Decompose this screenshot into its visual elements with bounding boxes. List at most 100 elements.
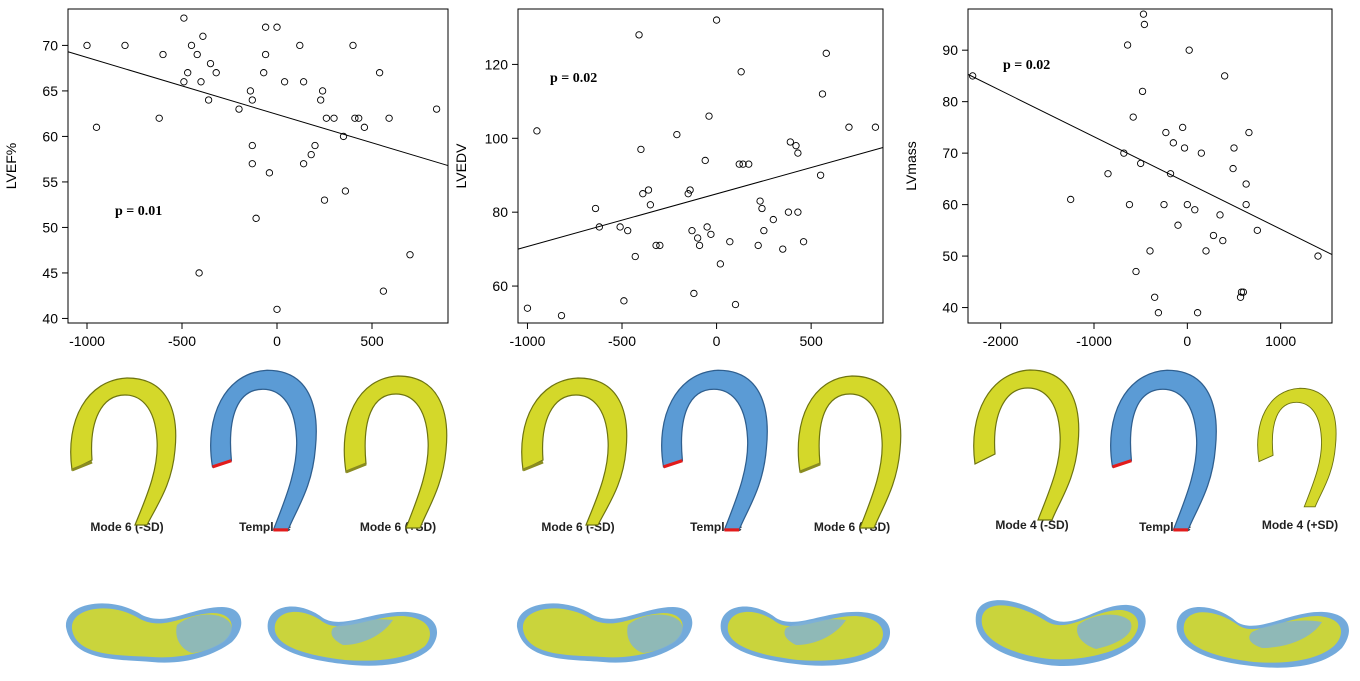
data-point <box>379 287 388 295</box>
trend-line <box>967 73 1333 255</box>
data-point <box>1216 211 1224 219</box>
data-point <box>296 41 304 50</box>
y-tick-label: 40 <box>42 310 58 326</box>
arch-body <box>343 375 448 529</box>
data-point <box>816 171 825 179</box>
x-tick-label: 0 <box>273 333 281 349</box>
trend-line <box>67 51 449 167</box>
arch-g3-minus <box>973 369 1080 521</box>
data-point <box>769 215 777 224</box>
data-point <box>180 78 188 86</box>
data-point <box>707 230 715 238</box>
x-tick-label: -1000 <box>510 333 546 349</box>
data-point <box>1151 293 1159 301</box>
overlay-template-highlight <box>627 614 683 653</box>
data-point <box>822 49 830 57</box>
overlay-template-highlight <box>1077 614 1132 649</box>
arch-body <box>1110 369 1217 531</box>
overlay-6 <box>1176 606 1349 668</box>
data-point <box>1146 247 1154 255</box>
data-point <box>1174 221 1182 229</box>
data-point <box>341 187 350 195</box>
data-point <box>349 41 357 50</box>
data-point <box>1123 41 1132 49</box>
overlay-4 <box>720 606 891 666</box>
data-point <box>159 50 167 59</box>
data-point <box>1219 236 1227 245</box>
data-point <box>235 105 243 113</box>
data-point <box>731 300 740 309</box>
data-point <box>1129 113 1137 121</box>
data-point <box>317 96 325 104</box>
arch-g1-plus <box>343 375 448 529</box>
data-point <box>754 241 762 250</box>
data-point <box>199 32 207 40</box>
arch-body <box>1257 387 1337 508</box>
overlay-shapes <box>65 600 1349 668</box>
data-point <box>656 241 664 250</box>
arch-end-cap <box>663 459 683 469</box>
data-point <box>1180 144 1189 152</box>
arch-end-cap <box>212 459 232 469</box>
data-point <box>1245 128 1253 137</box>
shape-label-g3-minus: Mode 4 (-SD) <box>995 518 1068 532</box>
data-point <box>1209 231 1218 240</box>
data-point <box>432 105 441 113</box>
y-tick-label: 60 <box>42 128 58 144</box>
data-point <box>705 112 713 120</box>
data-point <box>385 114 393 122</box>
data-point <box>792 142 800 150</box>
data-point <box>330 114 338 122</box>
x-tick-label: -500 <box>168 333 196 349</box>
data-point <box>299 78 308 86</box>
data-point <box>1197 149 1205 157</box>
data-point <box>322 114 331 122</box>
data-point <box>1067 195 1075 204</box>
data-point <box>339 132 348 141</box>
overlay-template-highlight <box>1249 620 1322 648</box>
data-point <box>845 123 853 131</box>
data-point <box>406 251 414 259</box>
data-point <box>193 50 201 59</box>
data-point <box>1193 309 1202 317</box>
data-point <box>756 197 764 205</box>
data-point <box>712 16 721 24</box>
data-point <box>794 208 802 216</box>
arch-g1-template <box>210 369 317 532</box>
data-point <box>248 141 256 150</box>
data-point <box>121 41 129 50</box>
data-point <box>1132 267 1140 276</box>
data-point <box>557 311 566 320</box>
data-point <box>620 297 628 305</box>
p-value-annotation: p = 0.02 <box>550 71 597 86</box>
data-point <box>1183 200 1191 209</box>
data-point <box>307 150 315 159</box>
data-point <box>248 96 256 104</box>
data-point <box>355 114 363 122</box>
data-point <box>695 241 704 250</box>
x-tick-label: -2000 <box>983 333 1019 349</box>
data-point <box>694 234 702 242</box>
data-point <box>533 127 541 135</box>
x-tick-label: -500 <box>608 333 636 349</box>
aortic-arch-shapes <box>70 369 1337 532</box>
data-point <box>375 69 384 77</box>
p-value-annotation: p = 0.01 <box>115 204 162 219</box>
data-point <box>690 289 698 298</box>
arch-body <box>70 377 177 526</box>
data-point <box>212 69 220 77</box>
data-point <box>1160 200 1168 209</box>
arch-g2-template <box>661 369 768 532</box>
y-tick-label: 80 <box>942 94 958 110</box>
data-point <box>248 160 256 168</box>
data-point <box>261 50 270 59</box>
data-point <box>523 304 532 312</box>
arch-end-cap <box>522 460 544 472</box>
y-tick-label: 80 <box>492 204 508 220</box>
y-tick-label: 45 <box>42 265 58 281</box>
plot-frame <box>67 8 449 324</box>
x-tick-label: 1000 <box>1265 333 1296 349</box>
data-point <box>745 160 753 168</box>
data-point <box>701 156 709 165</box>
